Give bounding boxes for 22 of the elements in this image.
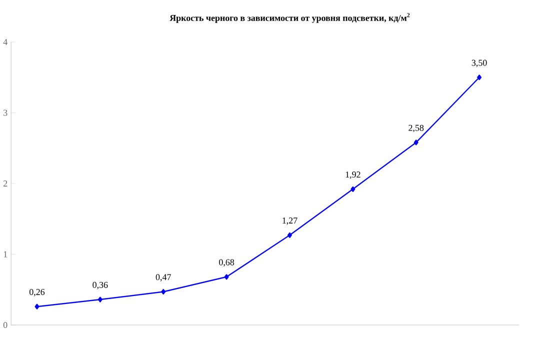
y-tick-label: 1 [4,251,8,258]
point [350,186,356,192]
point [161,288,166,295]
y-tick-label: 4 [3,39,8,45]
point [414,140,418,146]
data-label: 0,68 [219,259,234,267]
data-label: 1,27 [282,218,298,225]
point [477,74,482,80]
point [288,232,292,238]
chart-title: Яркость черного в зависимости от уровня подсветки, кд/м$^{2}$ [170,13,410,23]
data-label: 0,47 [156,274,171,282]
data-label: 2,58 [408,124,424,132]
point [98,296,102,302]
point [34,304,40,310]
data-label: 0,26 [30,288,45,296]
y-tick-label: 0 [3,322,8,328]
data-label: 3,50 [472,60,487,68]
data-label: 1,92 [346,172,360,179]
y-tick-label: 2 [3,180,8,186]
data-label: 0,36 [92,282,108,290]
y-tick-label: 3 [4,110,8,116]
point [224,274,229,280]
